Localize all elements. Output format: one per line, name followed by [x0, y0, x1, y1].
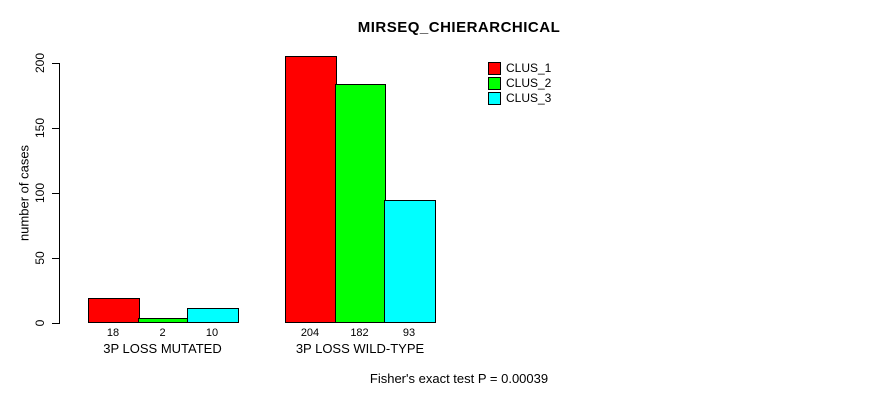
y-axis-tick — [52, 258, 59, 259]
legend: CLUS_1 CLUS_2 CLUS_3 — [488, 62, 551, 105]
category-label-wild-type: 3P LOSS WILD-TYPE — [295, 341, 425, 356]
y-axis-tick-label: 200 — [33, 52, 47, 74]
bar-value-label: 10 — [205, 327, 219, 339]
bar-value-label: 204 — [300, 327, 320, 339]
y-axis-tick — [52, 63, 59, 64]
bar-clus_3 — [187, 308, 239, 323]
bar-clus_2 — [138, 318, 189, 323]
bar-clus_2 — [335, 84, 386, 323]
legend-item: CLUS_2 — [488, 77, 551, 90]
legend-label: CLUS_3 — [506, 91, 552, 105]
y-axis-tick-label: 150 — [33, 117, 47, 139]
legend-label: CLUS_2 — [506, 76, 552, 90]
y-axis-tick-label: 100 — [33, 182, 47, 204]
bar-value-label: 182 — [350, 327, 369, 339]
y-axis-tick — [52, 193, 59, 194]
y-axis-tick-label: 50 — [33, 251, 47, 265]
annotation-text: Fisher's exact test P = 0.00039 — [369, 371, 549, 386]
legend-swatch-icon — [488, 77, 501, 90]
bar-value-label: 2 — [159, 327, 166, 339]
category-label-mutated: 3P LOSS MUTATED — [103, 341, 222, 356]
bar-value-label: 18 — [106, 327, 120, 339]
legend-swatch-icon — [488, 62, 501, 75]
bar-clus_1 — [88, 298, 140, 323]
legend-label: CLUS_1 — [506, 61, 552, 75]
y-axis-tick-label: 0 — [33, 319, 47, 327]
chart-title: MIRSEQ_CHIERARCHICAL — [357, 19, 561, 36]
y-axis-tick — [52, 128, 59, 129]
bar-clus_3 — [384, 200, 436, 323]
legend-item: CLUS_1 — [488, 62, 551, 75]
legend-swatch-icon — [488, 92, 501, 105]
y-axis-tick — [52, 323, 59, 324]
y-axis-line — [59, 63, 60, 324]
bar-clus_1 — [285, 56, 337, 323]
bar-value-label: 93 — [402, 327, 416, 339]
legend-item: CLUS_3 — [488, 92, 551, 105]
